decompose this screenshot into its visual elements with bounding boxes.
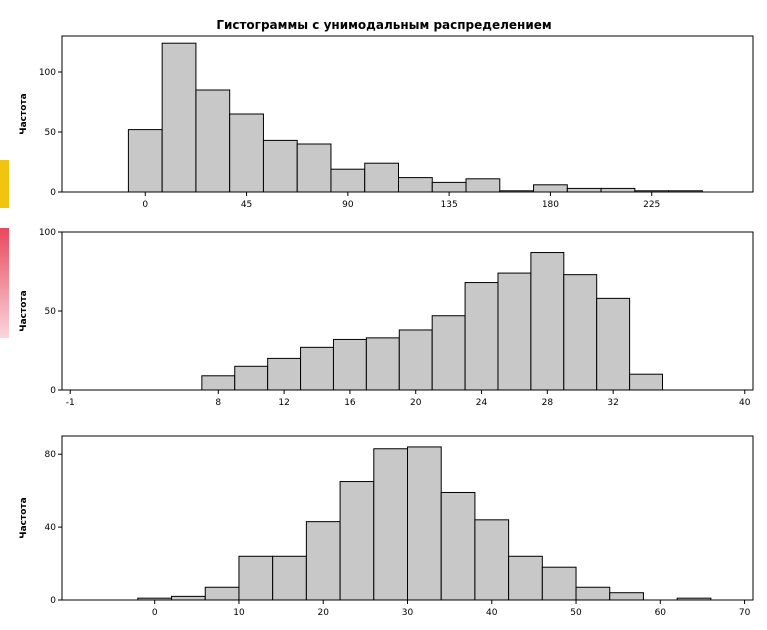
histogram-3-bar bbox=[676, 597, 712, 601]
histogram-1-x-tick-label: 180 bbox=[542, 200, 559, 210]
histogram-1-x-tick-label: 135 bbox=[441, 200, 458, 210]
histogram-3-y-tick-label: 0 bbox=[50, 596, 56, 606]
histogram-1-bar bbox=[499, 190, 535, 193]
histogram-3-bar bbox=[407, 446, 442, 601]
histogram-2-bar bbox=[234, 365, 269, 391]
histogram-2-bar bbox=[497, 272, 532, 391]
histogram-2-x-tick-label: 24 bbox=[476, 398, 488, 408]
histogram-3-bar bbox=[508, 555, 543, 601]
histogram-1-x-tick-label: 225 bbox=[643, 200, 660, 210]
histogram-2-bar bbox=[629, 373, 664, 391]
histogram-3-x-tick-label: 60 bbox=[655, 608, 667, 618]
histogram-1-bar bbox=[600, 187, 636, 193]
histogram-1-y-tick-label: 0 bbox=[50, 188, 56, 198]
histogram-3-y-tick-label: 80 bbox=[45, 450, 57, 460]
histogram-1-bar bbox=[634, 190, 670, 193]
histogram-1-bar bbox=[296, 143, 332, 193]
histogram-2-x-tick-label: 32 bbox=[607, 398, 618, 408]
histogram-3-x-tick-label: 30 bbox=[402, 608, 414, 618]
histogram-1-bar bbox=[566, 187, 602, 193]
histogram-1-bar bbox=[431, 181, 467, 193]
histogram-3-bar bbox=[575, 586, 611, 601]
histogram-3-bar bbox=[339, 481, 375, 601]
histogram-2-bar bbox=[267, 357, 302, 391]
histogram-1-x-tick-label: 0 bbox=[142, 200, 148, 210]
histogram-3-x-tick-label: 20 bbox=[318, 608, 330, 618]
histogram-3-x-tick-label: 50 bbox=[570, 608, 582, 618]
histogram-1-bar bbox=[364, 162, 399, 193]
histogram-2-x-tick-label: 12 bbox=[278, 398, 289, 408]
histogram-2-x-tick-label: 16 bbox=[344, 398, 356, 408]
histogram-2-x-tick-label: -1 bbox=[66, 398, 75, 408]
histogram-2-x-tick-label: 20 bbox=[410, 398, 422, 408]
histogram-1-bar bbox=[465, 178, 501, 193]
histogram-1-x-tick-label: 45 bbox=[241, 200, 252, 210]
histogram-1-x-tick-label: 90 bbox=[342, 200, 354, 210]
histogram-3-bar bbox=[474, 519, 510, 601]
histogram-3-bar bbox=[305, 521, 341, 601]
histogram-2-bar bbox=[300, 346, 334, 391]
histogram-2-bar bbox=[596, 297, 631, 391]
histogram-2-bar bbox=[365, 337, 400, 391]
slide-accent-yellow bbox=[0, 160, 9, 208]
histogram-1-bar bbox=[229, 113, 264, 193]
histogram-3-bar bbox=[171, 595, 206, 601]
histogram-3-bar bbox=[440, 491, 476, 601]
histogram-1-y-tick-label: 100 bbox=[39, 68, 56, 78]
histogram-2-bar bbox=[464, 282, 499, 391]
histogram-3-x-tick-label: 40 bbox=[486, 608, 498, 618]
histogram-3-y-tick-label: 40 bbox=[45, 523, 57, 533]
histogram-2-bar bbox=[332, 338, 367, 391]
histogram-1-bar bbox=[161, 42, 197, 193]
histogram-2-y-tick-label: 0 bbox=[50, 386, 56, 396]
histogram-2-x-tick-label: 40 bbox=[739, 398, 751, 408]
histogram-2-y-tick-label: 50 bbox=[45, 307, 57, 317]
histogram-2-x-tick-label: 28 bbox=[542, 398, 554, 408]
histogram-2-bar bbox=[563, 274, 598, 391]
histogram-1-y-tick-label: 50 bbox=[45, 128, 57, 138]
histogram-3-bar bbox=[238, 555, 274, 601]
histogram-2-bar bbox=[431, 315, 466, 391]
histogram-1-bar bbox=[533, 184, 568, 193]
histogram-3-bar bbox=[137, 597, 173, 601]
histogram-3-x-tick-label: 10 bbox=[233, 608, 245, 618]
histogram-3-bar bbox=[609, 592, 644, 601]
histogram-1-y-axis-label: Частота bbox=[19, 93, 29, 134]
histogram-3-y-axis-label: Частота bbox=[19, 497, 29, 538]
histogram-1-bar bbox=[330, 168, 366, 193]
histogram-2-bar bbox=[530, 252, 565, 391]
histogram-1-bar bbox=[195, 89, 231, 193]
histogram-3-bar bbox=[272, 555, 307, 601]
histogram-1-bar bbox=[262, 139, 298, 193]
histogram-1-bar bbox=[397, 177, 433, 193]
histogram-2-x-tick-label: 8 bbox=[215, 398, 221, 408]
histogram-3-x-tick-label: 70 bbox=[739, 608, 751, 618]
histogram-2-y-tick-label: 100 bbox=[39, 228, 56, 238]
histogram-3-x-tick-label: 0 bbox=[152, 608, 158, 618]
figure-title: Гистограммы с унимодальным распределение… bbox=[216, 18, 551, 32]
slide-accent-red bbox=[0, 228, 9, 338]
histogram-3-bar bbox=[541, 566, 577, 601]
histogram-2-y-axis-label: Частота bbox=[19, 290, 29, 331]
histogram-3-bar bbox=[204, 586, 240, 601]
histogram-2-bar bbox=[201, 375, 236, 391]
histogram-1-bar bbox=[668, 190, 703, 193]
histogram-1-bar bbox=[127, 129, 163, 193]
histogram-3-bar bbox=[373, 448, 409, 601]
histogram-2-bar bbox=[398, 329, 433, 391]
